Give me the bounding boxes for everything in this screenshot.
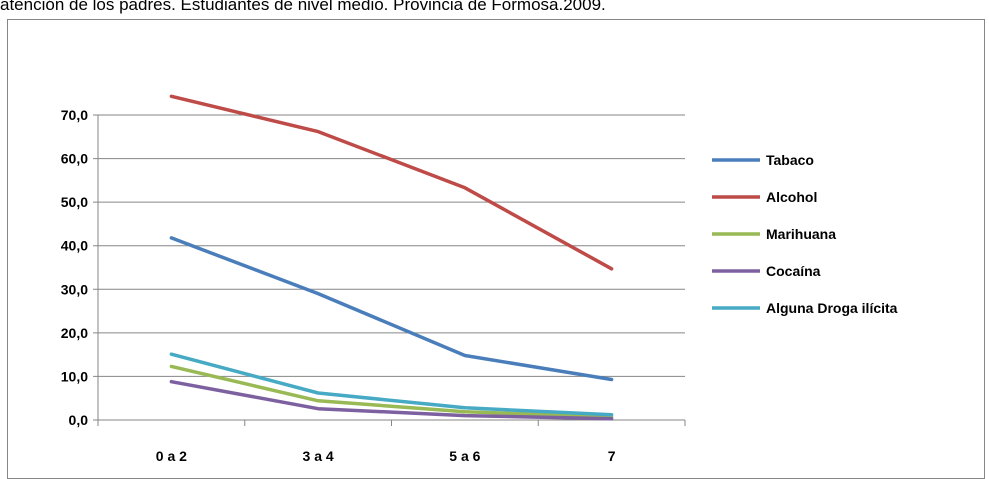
y-tick-label: 60,0 bbox=[61, 151, 88, 167]
x-tick-label: 5 a 6 bbox=[449, 448, 480, 464]
y-tick-label: 70,0 bbox=[61, 107, 88, 123]
legend-label: Alguna Droga ilícita bbox=[766, 300, 898, 316]
series-line-cocaína bbox=[169, 379, 614, 421]
series-lines bbox=[169, 94, 614, 421]
y-tick-label: 50,0 bbox=[61, 194, 88, 210]
y-tick-label: 0,0 bbox=[69, 412, 89, 428]
series-line-tabaco bbox=[169, 236, 614, 382]
gridlines bbox=[93, 114, 686, 426]
x-tick-label: 7 bbox=[608, 448, 616, 464]
x-axis-ticks: 0 a 2 3 a 4 5 a 6 7 bbox=[156, 448, 616, 464]
legend-label: Marihuana bbox=[766, 226, 836, 242]
series-line-alguna-droga-ilícita bbox=[169, 352, 614, 417]
line-chart: 0,0 10,0 20,0 30,0 40,0 50,0 60,0 70,0 0 a 2 3 a… bbox=[61, 94, 898, 464]
x-tick-label: 3 a 4 bbox=[303, 448, 334, 464]
legend-label: Cocaína bbox=[766, 263, 821, 279]
series-line-alcohol bbox=[169, 94, 614, 271]
x-tick-label: 0 a 2 bbox=[156, 448, 187, 464]
legend-label: Alcohol bbox=[766, 189, 817, 205]
y-tick-label: 30,0 bbox=[61, 281, 88, 297]
y-tick-label: 40,0 bbox=[61, 238, 88, 254]
y-tick-label: 10,0 bbox=[61, 368, 88, 384]
y-tick-label: 20,0 bbox=[61, 325, 88, 341]
legend-label: Tabaco bbox=[766, 152, 814, 168]
chart-caption: atención de los padres. Estudiantes de n… bbox=[0, 0, 606, 14]
legend: Tabaco Alcohol Marihuana Cocaína Alguna Drog… bbox=[712, 152, 898, 316]
series-line-marihuana bbox=[169, 364, 614, 419]
y-axis-ticks: 0,0 10,0 20,0 30,0 40,0 50,0 60,0 70,0 bbox=[61, 107, 88, 428]
